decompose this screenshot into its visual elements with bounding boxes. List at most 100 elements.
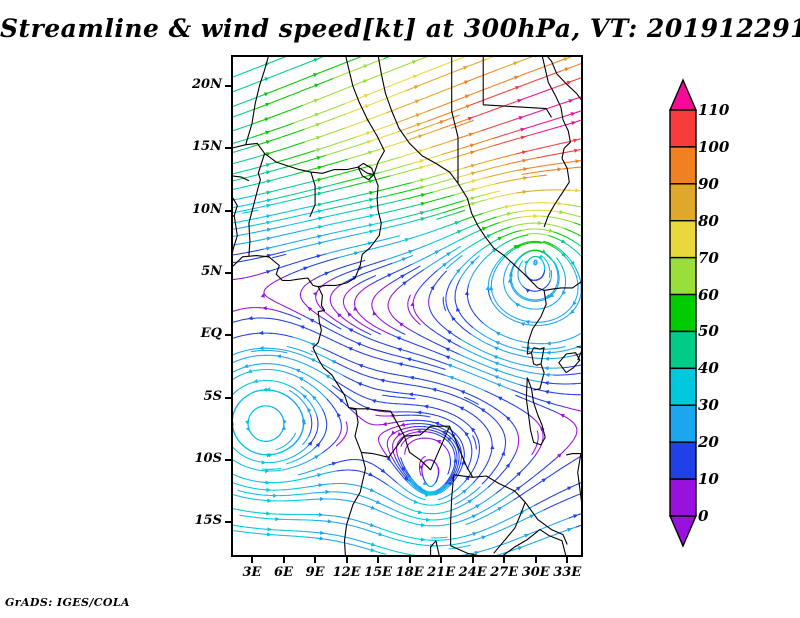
- streamline-segment: [435, 382, 448, 387]
- streamline-arrow: [492, 355, 498, 360]
- streamline-segment: [364, 262, 376, 268]
- streamline-segment: [350, 537, 362, 542]
- streamline-segment: [526, 399, 538, 405]
- streamline-segment: [359, 521, 371, 526]
- streamline-arrow: [462, 489, 467, 494]
- streamline-segment: [434, 487, 446, 495]
- streamline-segment: [291, 347, 303, 352]
- streamline-segment: [459, 234, 471, 241]
- streamline-segment: [466, 392, 478, 399]
- streamline-segment: [500, 226, 513, 231]
- streamline-segment: [292, 432, 297, 438]
- streamline-segment: [362, 55, 365, 57]
- streamline-arrow: [317, 234, 323, 239]
- streamline-arrow: [493, 368, 499, 373]
- streamline-segment: [448, 546, 461, 550]
- streamline-segment: [242, 526, 255, 529]
- streamline-segment: [291, 79, 303, 85]
- streamline-segment: [304, 278, 315, 287]
- streamline-segment: [445, 260, 456, 270]
- streamline-segment: [440, 140, 453, 145]
- streamline-segment: [441, 435, 451, 445]
- streamline-segment: [231, 72, 244, 78]
- streamline-segment: [493, 134, 506, 139]
- streamline-segment: [380, 511, 393, 517]
- colorbar[interactable]: 110 100 90 80 70 60 50 40 30 20 10 0: [668, 78, 729, 548]
- streamline-segment: [447, 98, 459, 104]
- streamline-segment: [484, 411, 495, 420]
- lon-tick: [408, 557, 411, 563]
- streamline-segment: [251, 133, 264, 138]
- streamline-arrow: [387, 273, 393, 278]
- streamline-segment: [500, 232, 512, 239]
- streamline-arrow: [363, 64, 369, 69]
- streamline-segment: [418, 265, 421, 268]
- streamline-segment: [242, 240, 254, 244]
- streamline-segment: [284, 173, 297, 178]
- streamline-arrow: [265, 387, 271, 392]
- lat-label-15S: 15S: [194, 513, 222, 529]
- streamline-arrow: [262, 387, 268, 392]
- streamline-segment: [343, 427, 348, 439]
- streamline-segment: [575, 268, 581, 280]
- streamline-arrow: [425, 493, 430, 498]
- colorbar-label-80: 80: [698, 211, 719, 230]
- streamline-segment: [396, 447, 400, 460]
- streamline-segment: [537, 189, 550, 192]
- streamline-segment: [520, 463, 530, 472]
- streamline-segment: [252, 200, 265, 205]
- streamline-arrow: [523, 176, 528, 181]
- streamline-arrow: [262, 306, 267, 311]
- streamline-arrow: [369, 197, 374, 202]
- streamline-segment: [563, 495, 575, 502]
- streamline-segment: [231, 160, 244, 165]
- streamline-segment: [396, 482, 407, 491]
- streamline-arrow: [434, 421, 440, 426]
- streamline-segment: [348, 217, 360, 222]
- streamline-segment: [446, 84, 459, 90]
- streamline-segment: [252, 154, 265, 159]
- streamline-segment: [339, 499, 352, 502]
- streamline-segment: [242, 157, 254, 162]
- streamline-segment: [275, 350, 288, 354]
- map-boundary: [231, 175, 250, 182]
- streamline-segment: [549, 60, 561, 66]
- streamline-segment: [460, 441, 465, 453]
- streamline-arrow: [310, 342, 316, 347]
- map-boundary: [576, 345, 583, 361]
- streamline-segment: [425, 379, 438, 384]
- streamline-segment: [328, 389, 339, 398]
- streamline-segment: [326, 222, 339, 226]
- streamline-segment: [455, 279, 461, 291]
- streamline-segment: [326, 238, 339, 242]
- map-boundary: [526, 290, 547, 355]
- streamline-segment: [470, 113, 482, 119]
- streamline-segment: [453, 422, 463, 430]
- lon-tick: [251, 557, 253, 563]
- streamline-segment: [553, 350, 565, 353]
- streamline-arrow: [446, 339, 452, 344]
- streamline-segment: [387, 131, 399, 136]
- streamline-segment: [399, 348, 411, 353]
- streamline-segment: [240, 348, 252, 353]
- streamline-segment: [561, 266, 566, 278]
- streamline-segment: [273, 265, 285, 271]
- streamline-segment: [446, 385, 458, 391]
- streamline-segment: [475, 452, 480, 464]
- streamline-segment: [553, 489, 565, 496]
- streamline-arrow: [449, 475, 454, 481]
- streamline-segment: [294, 238, 307, 243]
- streamline-segment: [513, 493, 524, 501]
- streamline-segment: [264, 294, 276, 302]
- streamline-arrow: [411, 60, 417, 65]
- colorbar-label-70: 70: [698, 248, 719, 267]
- streamline-segment: [362, 384, 374, 389]
- streamline-segment: [347, 469, 360, 472]
- streamline-segment: [283, 156, 296, 161]
- streamline-segment: [378, 237, 390, 242]
- streamline-segment: [502, 238, 514, 245]
- streamline-segment: [381, 351, 394, 356]
- streamline-segment: [370, 423, 383, 426]
- streamline-segment: [304, 256, 317, 261]
- streamline-segment: [382, 371, 395, 375]
